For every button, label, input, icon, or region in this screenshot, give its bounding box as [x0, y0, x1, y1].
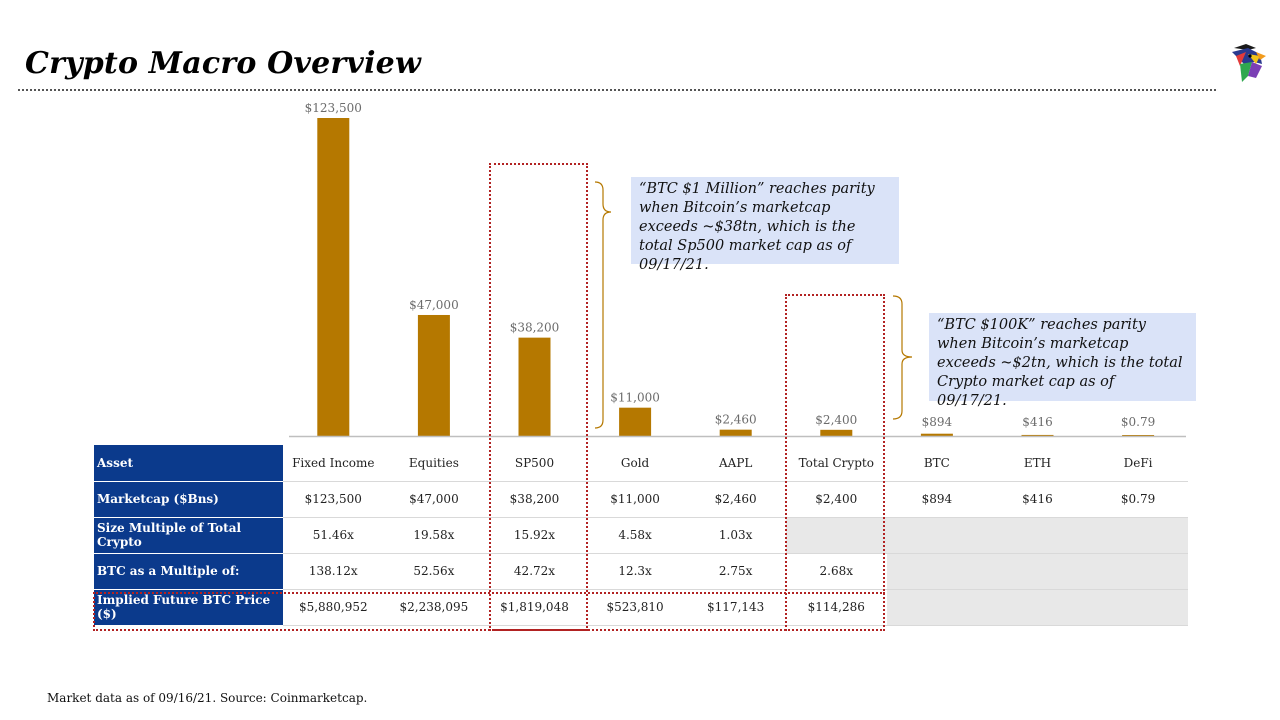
- table-cell: [1087, 553, 1189, 590]
- bar-value-label: $38,200: [510, 321, 560, 335]
- table-cell: $114,286: [785, 589, 887, 626]
- table-cell: [886, 589, 988, 626]
- table-row: Marketcap ($Bns) $123,500 $47,000 $38,200 $1…: [94, 481, 1189, 518]
- bar-value-label: $47,000: [409, 298, 459, 312]
- table-cell: $0.79: [1087, 481, 1189, 518]
- table-cell: $47,000: [383, 481, 485, 518]
- footnote: Market data as of 09/16/21. Source: Coin…: [47, 691, 368, 705]
- bar-total-crypto: [820, 429, 853, 436]
- row-header: Size Multiple of Total Crypto: [94, 517, 283, 554]
- bar-fixed-income: [317, 118, 350, 436]
- bar-value-label: $416: [1022, 415, 1053, 429]
- bar-value-label: $123,500: [305, 101, 362, 115]
- row-header: Asset: [94, 445, 283, 482]
- eagle-logo-icon: [1232, 44, 1266, 82]
- table-cell: [785, 517, 887, 554]
- callout-btc-1-million: “BTC $1 Million” reaches parity when Bit…: [631, 177, 899, 273]
- bar-sp500: [518, 337, 551, 436]
- table-cell: $11,000: [584, 481, 686, 518]
- table-cell: SP500: [484, 445, 585, 482]
- table-cell: Equities: [383, 445, 485, 482]
- bar-gold: [619, 407, 652, 436]
- bar-aapl: [719, 429, 752, 436]
- table-cell: $416: [987, 481, 1088, 518]
- table-cell: 51.46x: [283, 517, 384, 554]
- table-cell: $2,400: [785, 481, 887, 518]
- bar-value-label: $11,000: [610, 391, 660, 405]
- table-cell: $523,810: [584, 589, 686, 626]
- table-cell: AAPL: [685, 445, 786, 482]
- table-cell: $2,460: [685, 481, 786, 518]
- table-row: Asset Fixed Income Equities SP500 Gold AAPL To…: [94, 445, 1189, 482]
- table-cell: $1,819,048: [484, 589, 585, 626]
- table-row: Size Multiple of Total Crypto 51.46x 19.58…: [94, 517, 1189, 554]
- table-cell: 52.56x: [383, 553, 485, 590]
- bar-btc: [920, 433, 953, 436]
- table-cell: [886, 517, 988, 554]
- table-cell: Total Crypto: [785, 445, 887, 482]
- bar-value-label: $894: [922, 415, 953, 429]
- table-cell: 19.58x: [383, 517, 485, 554]
- bar-defi: [1122, 435, 1155, 436]
- table-cell: 12.3x: [584, 553, 686, 590]
- bar-eth: [1021, 434, 1054, 436]
- title-divider: [18, 89, 1216, 91]
- table-cell: [886, 553, 988, 590]
- table-cell: [987, 553, 1088, 590]
- row-header: Implied Future BTC Price ($): [94, 589, 283, 626]
- table-cell: [1087, 517, 1189, 554]
- bar-value-label: $0.79: [1121, 415, 1155, 429]
- table-cell: [987, 589, 1088, 626]
- table-cell: 15.92x: [484, 517, 585, 554]
- table-cell: 4.58x: [584, 517, 686, 554]
- table-cell: [1087, 589, 1189, 626]
- row-header: Marketcap ($Bns): [94, 481, 283, 518]
- bar-equities: [417, 314, 450, 436]
- table-cell: $5,880,952: [283, 589, 384, 626]
- bar-value-label: $2,400: [815, 413, 857, 427]
- table-row: Implied Future BTC Price ($) $5,880,952 $2…: [94, 589, 1189, 626]
- table-cell: $2,238,095: [383, 589, 485, 626]
- table-cell: ETH: [987, 445, 1088, 482]
- callout-btc-100k: “BTC $100K” reaches parity when Bitcoin’…: [929, 313, 1196, 409]
- bar-chart: $123,500 $47,000 $38,200 $11,000 $2,460 $2,40…: [289, 101, 1186, 438]
- table-cell: [987, 517, 1088, 554]
- bar-value-label: $2,460: [715, 413, 757, 427]
- data-table: Asset Fixed Income Equities SP500 Gold AAPL To…: [94, 445, 1189, 626]
- table-cell: BTC: [886, 445, 988, 482]
- table-cell: Fixed Income: [283, 445, 384, 482]
- table-cell: 2.68x: [785, 553, 887, 590]
- row-header: BTC as a Multiple of:: [94, 553, 283, 590]
- bracket-100k: [892, 295, 913, 420]
- table-cell: DeFi: [1087, 445, 1189, 482]
- bracket-1-million: [594, 181, 612, 429]
- table-cell: 1.03x: [685, 517, 786, 554]
- table-row: BTC as a Multiple of: 138.12x 52.56x 42.72x…: [94, 553, 1189, 590]
- table-cell: 138.12x: [283, 553, 384, 590]
- table-cell: Gold: [584, 445, 686, 482]
- table-cell: $117,143: [685, 589, 786, 626]
- table-cell: $894: [886, 481, 988, 518]
- table-cell: 42.72x: [484, 553, 585, 590]
- table-cell: $38,200: [484, 481, 585, 518]
- table-cell: 2.75x: [685, 553, 786, 590]
- table-cell: $123,500: [283, 481, 384, 518]
- page-title: Crypto Macro Overview: [25, 46, 421, 81]
